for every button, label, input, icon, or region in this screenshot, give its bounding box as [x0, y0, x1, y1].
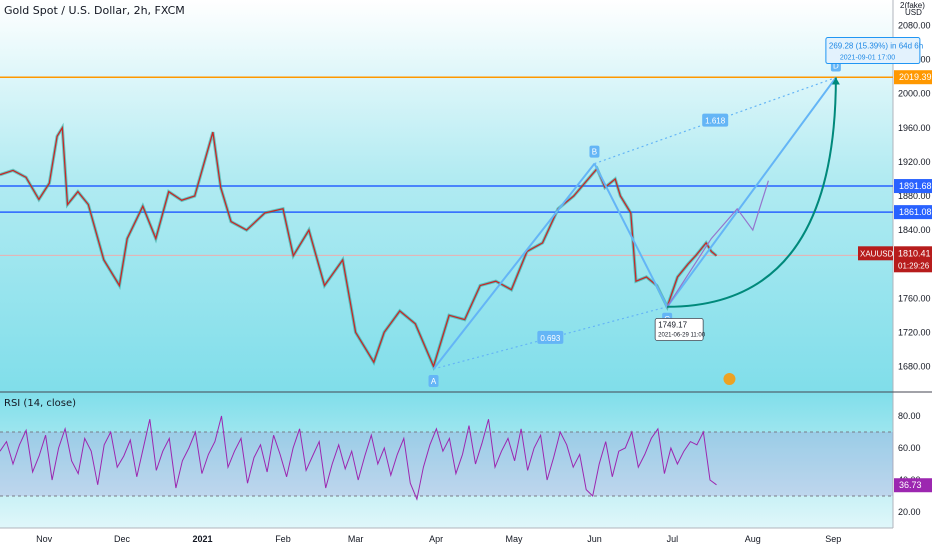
pattern-point-label: B	[592, 148, 597, 157]
pattern-leg-ab[interactable]	[432, 163, 596, 370]
chart-title: Gold Spot / U.S. Dollar, 2h, FXCM	[4, 4, 185, 17]
time-axis-bg	[0, 528, 893, 550]
price-tick-label: 1720.00	[898, 327, 931, 337]
time-tick-label: Jul	[667, 534, 679, 544]
rsi-pane-bg	[0, 392, 893, 528]
price-line-tag	[894, 205, 932, 220]
rsi-current-badge	[894, 478, 932, 493]
pattern-point-badge[interactable]	[428, 374, 439, 387]
time-tick-label: Mar	[348, 534, 364, 544]
rsi-title: RSI (14, close)	[4, 398, 77, 409]
price-line-tag-label: 2019.39	[899, 72, 932, 82]
price-tick-label: 1920.00	[898, 157, 931, 167]
time-tick-label: Jun	[587, 534, 602, 544]
low-callout-time: 2021-06-29 11:00	[658, 332, 706, 338]
price-pane-bg	[0, 0, 893, 392]
measure-box-line1: 269.28 (15.39%) in 64d 6h	[829, 42, 923, 51]
bar-countdown-label: 01:29:26	[898, 261, 930, 270]
low-callout-box	[654, 318, 704, 341]
pattern-ratio-label: 0.693	[540, 334, 561, 343]
rsi-tick-label: 60.00	[898, 443, 921, 453]
pattern-point-label: A	[431, 377, 437, 386]
pattern-leg-cd[interactable]	[666, 76, 837, 308]
symbol-badge	[858, 246, 893, 261]
time-tick-label: Aug	[745, 534, 761, 544]
last-price-label: 1810.41	[898, 248, 931, 258]
pattern-point-label: D	[833, 62, 839, 71]
time-tick-label: Sep	[825, 534, 841, 544]
price-axis-bg	[893, 0, 932, 550]
price-series-line	[0, 125, 717, 369]
price-axis-top-label: 2(fake)	[900, 1, 925, 10]
price-tick-label: 1960.00	[898, 123, 931, 133]
price-tick-label: 1680.00	[898, 361, 931, 371]
arc-arrowhead-icon	[831, 77, 840, 85]
measure-box[interactable]	[825, 37, 921, 65]
time-tick-label: May	[505, 534, 523, 544]
time-tick-label: Nov	[36, 534, 53, 544]
rsi-current-label: 36.73	[899, 480, 922, 490]
rsi-tick-label: 20.00	[898, 507, 921, 517]
price-tick-label: 1840.00	[898, 225, 931, 235]
low-callout-value: 1749.17	[658, 320, 687, 329]
rsi-line	[0, 415, 717, 501]
price-line-tag-label: 1861.08	[899, 207, 932, 217]
price-tick-label: 2080.00	[898, 21, 931, 31]
rsi-band	[0, 432, 893, 496]
price-line-tag-label: 1891.68	[899, 181, 932, 191]
time-tick-label: 2021	[192, 534, 212, 544]
price-line-tag	[894, 179, 932, 194]
projection-arc[interactable]	[667, 77, 837, 308]
event-flag-icon[interactable]	[723, 373, 736, 385]
pattern-ratio-badge	[537, 330, 564, 344]
last-price-badge	[894, 246, 932, 273]
symbol-badge-label: XAUUSD	[860, 249, 894, 258]
price-tick-label: 1880.00	[898, 191, 931, 201]
time-tick-label: Apr	[429, 534, 443, 544]
price-tick-label: 2000.00	[898, 89, 931, 99]
currency-label: USD	[905, 8, 922, 17]
pattern-ratio-label: 1.618	[705, 117, 726, 126]
pattern-leg-bc[interactable]	[593, 163, 669, 308]
price-line-tag	[894, 70, 932, 85]
projection-path[interactable]	[666, 180, 769, 308]
rsi-tick-label: 80.00	[898, 411, 921, 421]
time-tick-label: Feb	[275, 534, 291, 544]
price-tick-label: 1760.00	[898, 293, 931, 303]
time-tick-label: Dec	[114, 534, 131, 544]
pattern-ratio-badge	[702, 113, 729, 127]
measure-box-line2: 2021-09-01 17:00	[840, 55, 895, 62]
pattern-point-badge[interactable]	[589, 145, 600, 158]
